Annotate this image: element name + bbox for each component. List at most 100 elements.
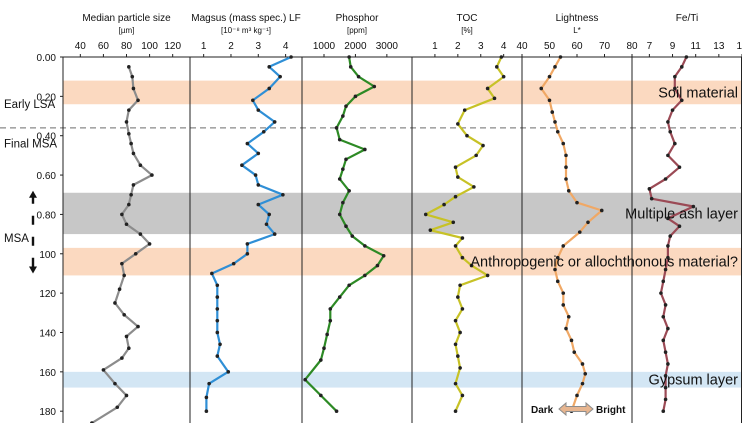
proxy-panel: Phosphor [ppm] 1000 2000 3000 — [301, 13, 412, 423]
period-label: Early LSA — [4, 99, 55, 111]
data-point — [453, 409, 458, 413]
proxy-panel: Fe/Ti 7 9 11 13 15 — [631, 13, 742, 423]
data-point — [469, 263, 474, 268]
panel-title: Fe/Ti — [676, 13, 698, 24]
data-point — [566, 189, 571, 193]
data-point — [599, 208, 604, 213]
data-point — [485, 86, 490, 91]
y-tick-label: 160 — [39, 368, 56, 379]
panel-unit: [10⁻⁸ m³ kg⁻¹] — [221, 26, 271, 35]
data-point — [218, 342, 222, 347]
data-point — [204, 395, 209, 400]
data-point — [442, 202, 446, 207]
data-point — [281, 192, 285, 197]
data-point — [356, 74, 361, 79]
data-point — [353, 94, 358, 99]
data-point — [122, 312, 126, 317]
data-point — [462, 108, 467, 112]
x-tick-label: 80 — [626, 41, 638, 52]
data-point — [663, 177, 668, 181]
x-tick-label: 11 — [690, 41, 701, 52]
period-label: MSA — [4, 233, 29, 245]
data-point — [564, 165, 568, 169]
proxy-panel: Median particle size [µm] 40 60 80 100 120 — [62, 13, 190, 423]
data-point — [127, 131, 131, 136]
data-point — [453, 165, 458, 169]
x-tick-label: 15 — [736, 41, 742, 52]
data-point — [210, 271, 214, 276]
band-label: Soil material — [658, 85, 738, 101]
data-point — [127, 108, 131, 112]
data-point — [668, 234, 673, 238]
series-line — [540, 56, 603, 412]
data-point — [561, 244, 566, 248]
data-point — [564, 177, 568, 181]
proxy-panel: Magsus (mass spec.) LF [10⁻⁸ m³ kg⁻¹] 1 2 3 4 — [189, 13, 302, 423]
data-point — [267, 212, 272, 217]
data-point — [663, 267, 668, 272]
data-point — [474, 153, 478, 158]
lightness-scale: Dark Bright — [531, 401, 626, 417]
data-point — [666, 326, 670, 331]
data-point — [337, 212, 342, 217]
data-point — [215, 354, 220, 358]
data-point — [101, 368, 106, 372]
depth-bands — [63, 80, 742, 388]
panel-title: Median particle size — [82, 13, 171, 24]
band-label: Gypsum layer — [649, 373, 739, 389]
data-point — [583, 372, 588, 376]
data-point — [251, 98, 255, 103]
data-point — [575, 393, 579, 398]
data-point — [272, 232, 277, 236]
proxy-panel: TOC [%] 1 2 3 4 — [411, 13, 522, 423]
data-point — [456, 175, 460, 179]
data-point — [673, 74, 677, 79]
y-tick-label: 100 — [39, 250, 56, 261]
data-point — [547, 74, 552, 79]
data-point — [130, 74, 135, 79]
y-tick-label: 180 — [39, 407, 56, 418]
data-point — [215, 330, 220, 335]
data-point — [122, 273, 126, 278]
data-point — [117, 287, 122, 291]
data-point — [499, 55, 504, 59]
data-point — [453, 244, 458, 248]
data-point — [580, 362, 585, 366]
data-point — [138, 163, 143, 168]
data-point — [334, 126, 339, 130]
data-point — [561, 291, 566, 295]
band-labels: Soil material Multiple ash layer Anthropog… — [470, 85, 738, 388]
y-tick-label: 0.20 — [37, 92, 57, 103]
data-point — [456, 122, 460, 126]
data-point — [663, 385, 668, 390]
data-point — [328, 307, 333, 311]
data-point — [691, 204, 696, 209]
data-point — [580, 381, 585, 386]
y-tick-label: 0.80 — [37, 210, 57, 221]
data-point — [278, 74, 282, 79]
data-point — [666, 244, 670, 248]
data-point — [363, 244, 367, 248]
data-point — [569, 338, 574, 343]
data-point — [460, 255, 465, 260]
data-point — [453, 381, 458, 386]
data-point — [147, 242, 152, 246]
x-tick-label: 50 — [544, 41, 556, 52]
data-point — [460, 307, 465, 311]
data-point — [550, 110, 555, 114]
data-point — [261, 129, 266, 134]
data-point — [577, 230, 582, 234]
data-point — [458, 366, 462, 370]
data-point — [215, 283, 220, 288]
data-point — [564, 153, 568, 158]
data-point — [553, 267, 557, 272]
data-point — [453, 194, 458, 199]
data-point — [207, 381, 211, 386]
series-line — [304, 56, 385, 412]
data-point — [341, 167, 345, 171]
period-arrow-up-head — [29, 190, 37, 198]
y-tick-label: 0.60 — [37, 171, 57, 182]
y-tick-label: 140 — [39, 328, 56, 339]
x-tick-label: 60 — [98, 41, 110, 52]
